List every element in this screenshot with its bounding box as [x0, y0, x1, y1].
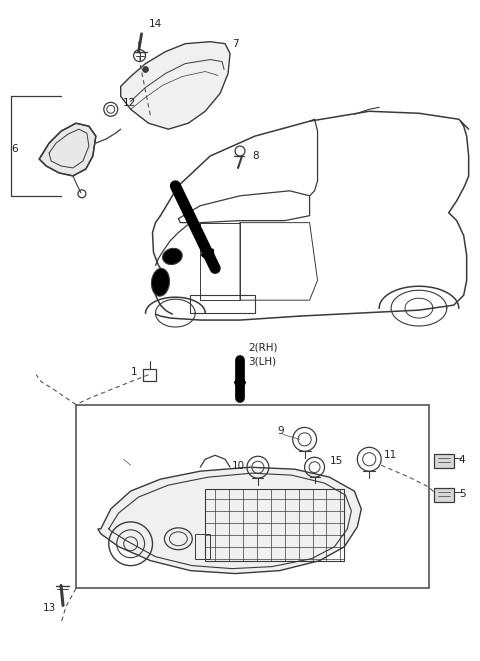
Text: 15: 15: [329, 456, 343, 466]
Text: 9: 9: [278, 426, 285, 436]
Text: 11: 11: [384, 450, 397, 460]
Bar: [434, 454, 454, 468]
Text: 13: 13: [43, 603, 56, 613]
Text: 5: 5: [459, 489, 465, 499]
Polygon shape: [120, 42, 230, 129]
Text: 2(RH): 2(RH): [248, 343, 277, 353]
Text: 12: 12: [123, 98, 136, 108]
Bar: [205, 489, 344, 561]
Text: 8: 8: [252, 151, 259, 161]
Bar: [434, 488, 454, 502]
Text: 14: 14: [148, 19, 162, 29]
Text: 6: 6: [12, 144, 18, 154]
Text: 4: 4: [459, 455, 465, 465]
Bar: [195, 534, 210, 559]
Text: 1: 1: [131, 367, 137, 377]
Ellipse shape: [152, 268, 169, 296]
Text: 3(LH): 3(LH): [248, 357, 276, 367]
Bar: [143, 369, 156, 381]
Polygon shape: [39, 123, 96, 176]
Text: 7: 7: [232, 39, 239, 49]
Text: 10: 10: [232, 461, 245, 471]
Circle shape: [143, 67, 148, 73]
Ellipse shape: [163, 249, 182, 264]
Polygon shape: [98, 467, 361, 574]
Bar: [190, 295, 255, 313]
Bar: [76, 405, 429, 588]
